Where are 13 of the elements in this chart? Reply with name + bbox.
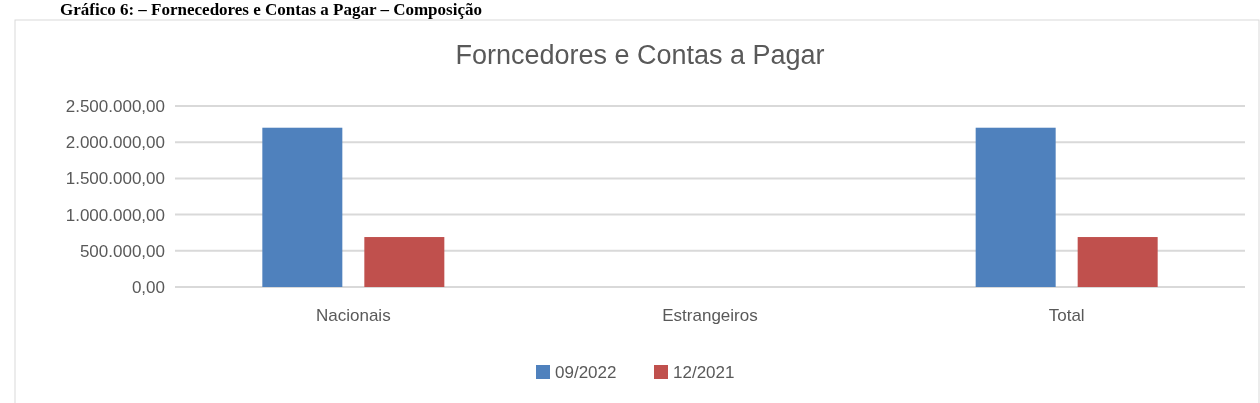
text: Gráfico 6: – Fornecedores e Contas a Pagar – Composição xyxy=(60,0,482,19)
y-tick-label: 2.000.000,00 xyxy=(65,133,165,153)
x-tick-label: Nacionais xyxy=(316,306,391,325)
legend-label: 09/2022 xyxy=(555,362,617,382)
y-tick-label: 2.500.000,00 xyxy=(65,96,165,116)
y-tick-label: 1.500.000,00 xyxy=(65,169,165,189)
y-tick-label: 500.000,00 xyxy=(79,241,165,261)
chart-title: Forncedores e Contas a Pagar xyxy=(455,40,825,70)
x-tick-label: Total xyxy=(1048,306,1085,325)
x-tick-label: Estrangeiros xyxy=(662,306,758,325)
legend-label: 12/2021 xyxy=(673,362,735,382)
y-tick-label: 1.000.000,00 xyxy=(65,205,165,225)
y-tick-label: 0,00 xyxy=(131,277,165,297)
